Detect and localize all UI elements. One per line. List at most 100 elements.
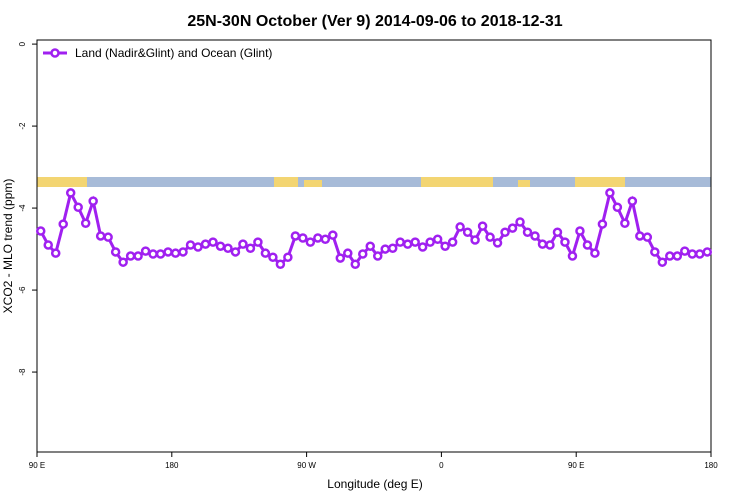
- data-point: [148, 249, 158, 259]
- data-point: [133, 251, 143, 261]
- y-tick-label: -2: [18, 122, 27, 130]
- data-point: [665, 251, 675, 261]
- data-point: [110, 247, 121, 257]
- data-point: [402, 239, 413, 249]
- data-point: [50, 248, 61, 258]
- data-point: [530, 231, 540, 241]
- data-point: [320, 234, 331, 244]
- data-point: [447, 237, 458, 247]
- data-point: [597, 219, 608, 229]
- data-point: [440, 241, 450, 251]
- x-axis-label: Longitude (deg E): [327, 477, 422, 491]
- data-point: [298, 233, 308, 243]
- data-point: [687, 249, 698, 259]
- data-point: [650, 247, 660, 257]
- data-point: [215, 241, 226, 251]
- data-point: [462, 227, 473, 238]
- data-point: [552, 227, 563, 238]
- data-point: [193, 242, 203, 252]
- data-point: [208, 237, 218, 247]
- data-point: [485, 232, 495, 242]
- data-point: [230, 247, 241, 257]
- data-point: [275, 259, 286, 269]
- data-point: [103, 232, 113, 242]
- data-point: [642, 232, 653, 242]
- legend-label: Land (Nadir&Glint) and Ocean (Glint): [75, 46, 272, 60]
- data-point: [537, 239, 548, 249]
- data-point: [417, 242, 428, 252]
- data-point: [80, 218, 91, 228]
- data-point: [425, 237, 435, 247]
- x-tick-label: 180: [165, 461, 179, 470]
- y-tick-label: 0: [18, 41, 27, 46]
- data-point: [590, 248, 600, 258]
- data-point: [350, 259, 361, 269]
- data-point: [305, 237, 316, 247]
- data-point: [522, 227, 533, 238]
- data-point: [125, 251, 136, 261]
- y-tick-label: -8: [18, 368, 27, 376]
- data-point: [515, 217, 525, 227]
- data-point: [260, 248, 271, 258]
- data-point: [575, 226, 585, 236]
- data-point: [65, 188, 76, 198]
- data-point: [335, 253, 346, 263]
- data-point: [372, 251, 383, 261]
- data-point: [73, 202, 83, 213]
- data-point: [313, 233, 323, 243]
- x-tick-label: 180: [704, 461, 718, 470]
- data-point: [612, 202, 623, 213]
- y-tick-label: -6: [18, 286, 27, 294]
- data-point: [380, 244, 390, 254]
- data-point: [695, 249, 705, 259]
- data-point: [268, 252, 278, 263]
- data-point: [155, 249, 166, 259]
- x-tick-label: 90 E: [29, 461, 45, 470]
- data-point: [35, 226, 46, 236]
- data-point: [200, 239, 211, 249]
- data-point: [238, 239, 248, 249]
- data-point: [492, 238, 503, 248]
- data-point: [387, 243, 398, 254]
- data-point: [500, 227, 510, 238]
- data-point: [343, 248, 353, 258]
- data-point: [455, 222, 465, 232]
- data-point: [43, 240, 53, 250]
- data-point: [365, 241, 376, 251]
- data-point: [118, 257, 128, 267]
- plot-frame: [36, 39, 712, 453]
- data-point: [657, 257, 668, 267]
- data-point: [178, 247, 188, 257]
- data-point: [680, 246, 690, 256]
- data-point: [245, 243, 256, 254]
- data-point: [477, 221, 488, 231]
- data-point: [627, 196, 638, 206]
- legend-marker: [50, 48, 60, 58]
- land-ocean-strip: [37, 177, 711, 187]
- data-point: [95, 231, 106, 241]
- data-point: [253, 237, 263, 247]
- data-point: [470, 235, 480, 245]
- data-point: [672, 251, 683, 261]
- data-point: [283, 252, 293, 263]
- data-point: [545, 240, 555, 250]
- data-point: [290, 231, 301, 241]
- data-point: [410, 237, 420, 247]
- chart-title: 25N-30N October (Ver 9) 2014-09-06 to 20…: [187, 13, 562, 30]
- data-point: [432, 234, 443, 244]
- data-point: [395, 237, 405, 247]
- data-point: [702, 247, 713, 257]
- data-point: [605, 188, 615, 198]
- data-point: [620, 218, 630, 228]
- data-point: [223, 243, 233, 254]
- data-point: [140, 246, 151, 256]
- data-point: [358, 249, 368, 259]
- data-point: [58, 219, 68, 229]
- x-tick-label: 0: [439, 461, 444, 470]
- x-tick-label: 90 W: [297, 461, 316, 470]
- data-point: [560, 237, 570, 247]
- y-tick-label: -4: [18, 204, 27, 212]
- data-point: [170, 248, 181, 258]
- data-point: [163, 247, 173, 257]
